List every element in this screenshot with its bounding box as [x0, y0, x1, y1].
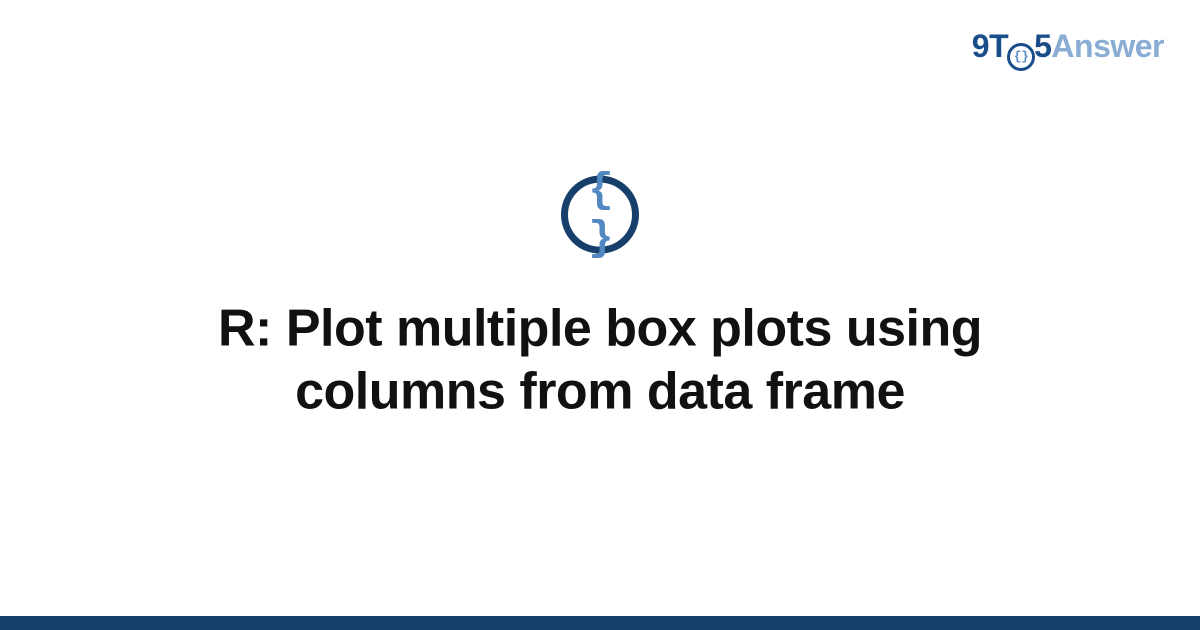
brand-five: 5	[1034, 28, 1051, 64]
braces-glyph: { }	[568, 167, 632, 263]
brand-nine: 9	[972, 28, 989, 64]
bottom-accent-bar	[0, 616, 1200, 630]
brand-logo: 9T {} 5Answer	[972, 28, 1164, 71]
brand-t: T	[989, 28, 1008, 64]
brand-circle-braces: {}	[1014, 49, 1029, 64]
brand-answer: Answer	[1051, 28, 1164, 64]
brand-circle-icon: {}	[1007, 43, 1035, 71]
code-braces-icon: { }	[561, 176, 639, 254]
page-title: R: Plot multiple box plots using columns…	[110, 298, 1090, 425]
center-content: { } R: Plot multiple box plots using col…	[0, 176, 1200, 425]
